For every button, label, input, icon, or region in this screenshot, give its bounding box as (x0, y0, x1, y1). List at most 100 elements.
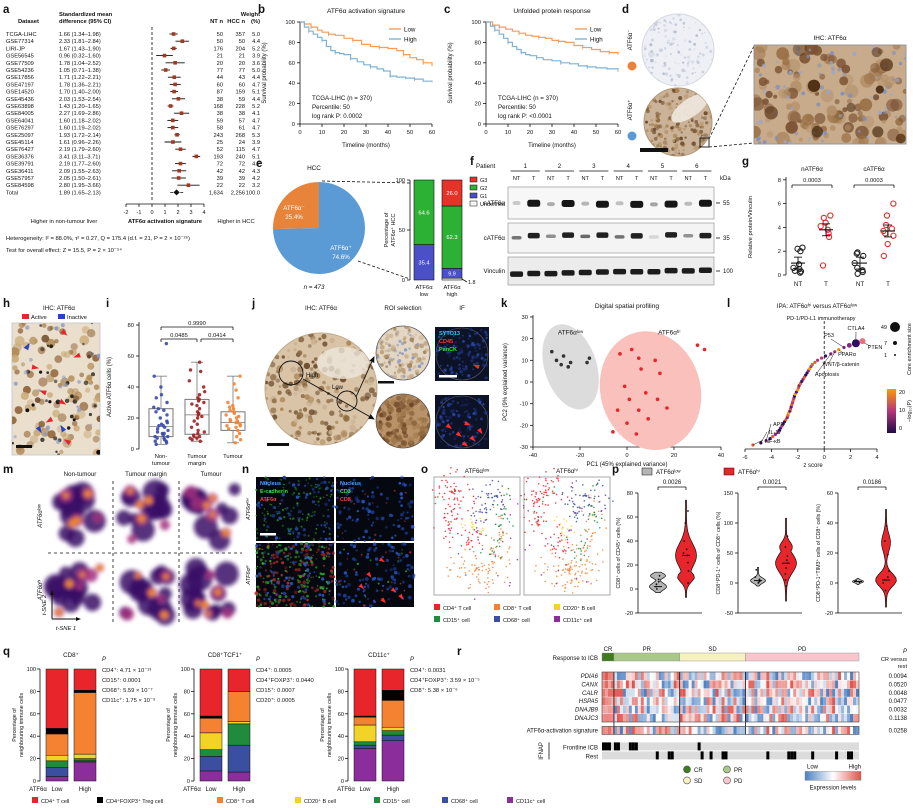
svg-text:CD8: CD8 (340, 497, 351, 503)
data-point (231, 407, 236, 411)
stack-segment-cd68 (199, 756, 223, 772)
scale-bar (378, 381, 394, 384)
svg-text:Nucleus: Nucleus (340, 481, 361, 487)
svg-text:CD20⁺: 0.0005: CD20⁺: 0.0005 (256, 697, 295, 704)
panel-label-e: e (256, 158, 263, 170)
svg-text:NT: NT (794, 281, 802, 288)
data-point (568, 360, 573, 365)
data-point (157, 424, 161, 428)
svg-text:Percentage of: Percentage of (166, 708, 172, 742)
svg-text:4.4: 4.4 (252, 39, 260, 45)
svg-text:100.0: 100.0 (246, 190, 260, 196)
data-point (156, 407, 161, 411)
svg-text:low: low (420, 292, 430, 298)
svg-text:CD4⁺FOXP3⁺: 0.0440: CD4⁺FOXP3⁺: 0.0440 (256, 677, 314, 684)
dataset-name: GSE36376 (6, 154, 34, 160)
svg-text:-6: -6 (742, 455, 747, 461)
forest-marker (171, 46, 176, 51)
svg-text:204: 204 (236, 46, 246, 52)
data-point (235, 419, 240, 423)
svg-text:cATF6α: cATF6α (484, 235, 506, 242)
gene-pvalue: 0.0032 (889, 708, 908, 714)
svg-text:CD20⁺ B cell: CD20⁺ B cell (563, 605, 595, 612)
violin (875, 509, 897, 608)
data-point (197, 393, 202, 397)
pathway-dot (846, 342, 852, 348)
panel-k-pca: Digital spatial profiling -40 -20 0 20 40 -30 -… (499, 297, 727, 469)
svg-text:T: T (824, 281, 828, 288)
svg-text:IHC: ATF6α: IHC: ATF6α (305, 305, 337, 312)
dataset-name: GSE57957 (6, 176, 34, 182)
svg-text:E-cadherin: E-cadherin (260, 489, 288, 495)
svg-text:20: 20 (184, 757, 190, 763)
svg-text:High: High (79, 787, 91, 793)
svg-text:0: 0 (150, 210, 153, 216)
svg-text:Higher in non-tumour liver: Higher in non-tumour liver (31, 219, 98, 225)
density-blobs (52, 482, 106, 548)
scale-bar (16, 445, 32, 448)
neg-color-dot (627, 61, 637, 71)
svg-text:22: 22 (217, 183, 223, 189)
svg-text:62.3: 62.3 (446, 235, 457, 241)
svg-text:21: 21 (239, 54, 245, 60)
svg-text:difference (95% CI): difference (95% CI) (59, 19, 111, 25)
panel-e-pie-stacked-bar: HCC ATF6α⁻ 25.4% ATF6α⁺ 74.6% n = 473 0 50 100 Pe… (254, 158, 516, 298)
svg-text:neighbouring immune cells: neighbouring immune cells (19, 693, 25, 757)
svg-text:80: 80 (475, 40, 481, 46)
svg-text:52: 52 (217, 147, 223, 153)
svg-text:IL-17: IL-17 (769, 430, 782, 436)
svg-text:5: 5 (661, 163, 665, 170)
data-point (197, 434, 202, 439)
svg-text:Tumour: Tumour (223, 454, 243, 460)
panel-p-violins: ATF6αˡᵒʷ ATF6αʰⁱ -20 0 20 40 60 80 CD8⁺ cells of… (612, 463, 913, 645)
svg-text:nATF6α: nATF6α (483, 200, 505, 207)
stack-segment-cd8 (45, 733, 69, 756)
data-point (196, 396, 200, 400)
forest-marker (178, 147, 183, 151)
svg-text:ATF6α: ATF6α (415, 285, 433, 291)
data-point (189, 425, 194, 429)
svg-text:2: 2 (849, 455, 852, 461)
forest-marker (173, 82, 177, 87)
data-point (622, 384, 627, 389)
svg-text:Vinculin: Vinculin (483, 268, 505, 275)
svg-text:Relative protein/Vinculin: Relative protein/Vinculin (748, 196, 754, 258)
data-point (587, 356, 592, 360)
stack-segment-treg (199, 715, 223, 719)
pie-slice-positive (273, 182, 365, 274)
forest-marker (175, 133, 179, 137)
svg-text:Nucleus: Nucleus (260, 481, 281, 487)
dataset-name: GSE77509 (6, 61, 34, 67)
svg-text:Tumour: Tumour (200, 471, 221, 478)
svg-text:55: 55 (723, 201, 730, 207)
stack-segment-cd20 (45, 754, 69, 762)
svg-text:4.7: 4.7 (252, 126, 260, 132)
svg-text:PD: PD (734, 779, 743, 785)
svg-text:ATF6α: ATF6α (29, 787, 47, 793)
svg-text:nATF6α: nATF6α (801, 166, 823, 173)
svg-text:CD11c⁺ cell: CD11c⁺ cell (516, 798, 545, 805)
svg-text:CD4⁺FOXP3⁺: 3.59 × 10⁻⁵: CD4⁺FOXP3⁺: 3.59 × 10⁻⁵ (410, 677, 480, 684)
svg-text:268: 268 (236, 133, 246, 139)
svg-text:1.70 (1.40–2.00): 1.70 (1.40–2.00) (59, 90, 101, 96)
stack-segment-cd4 (353, 668, 377, 717)
svg-text:Digital spatial profiling: Digital spatial profiling (595, 303, 659, 310)
svg-text:0: 0 (823, 455, 826, 461)
stack-segment-cd15 (199, 749, 223, 757)
svg-text:5.1: 5.1 (252, 154, 260, 160)
svg-text:NT: NT (685, 176, 693, 182)
svg-text:40: 40 (289, 81, 295, 87)
svg-text:ATF6α: ATF6α (260, 497, 277, 503)
svg-text:3: 3 (189, 210, 192, 216)
dataset-name: GSE54236 (6, 68, 34, 74)
gene-pvalue: 0.0048 (889, 691, 908, 697)
panel-m-tsne-density: Non-tumour Tumour margin Tumour ATF6αˡᵒʷ ATF… (2, 463, 242, 645)
data-point (196, 428, 200, 433)
survival-curve (300, 21, 433, 66)
data-point (154, 410, 158, 414)
data-point (154, 442, 158, 447)
scale-bar (260, 533, 276, 536)
data-point (232, 410, 236, 414)
svg-text:59: 59 (239, 97, 245, 103)
svg-text:CD8⁺: 5.38 × 10⁻⁶: CD8⁺: 5.38 × 10⁻⁶ (410, 687, 458, 694)
